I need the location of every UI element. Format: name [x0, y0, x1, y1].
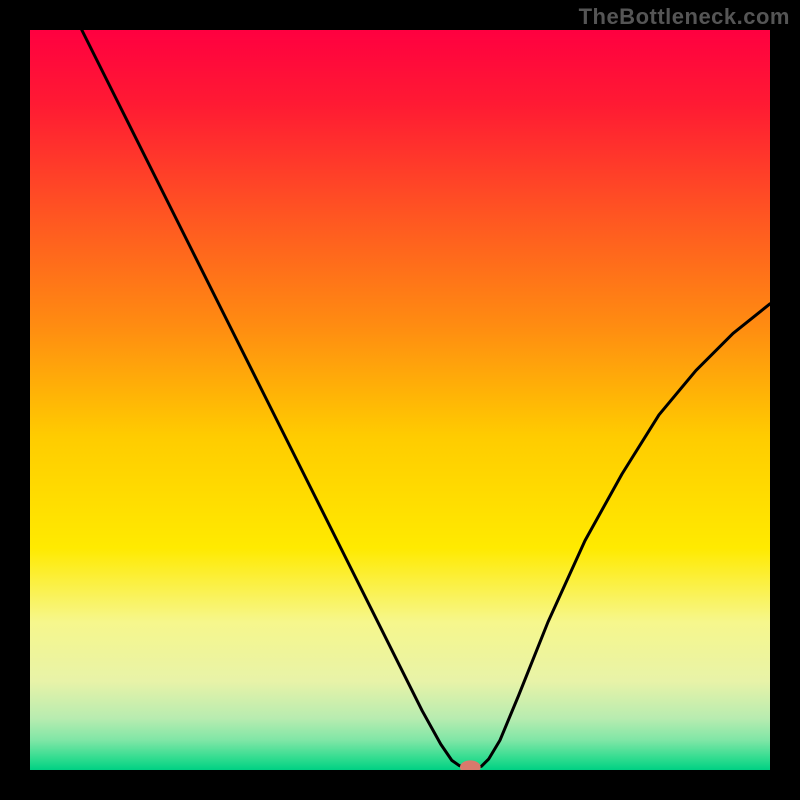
- bottleneck-chart: [0, 0, 800, 800]
- watermark-label: TheBottleneck.com: [579, 4, 790, 30]
- plot-background: [30, 30, 770, 770]
